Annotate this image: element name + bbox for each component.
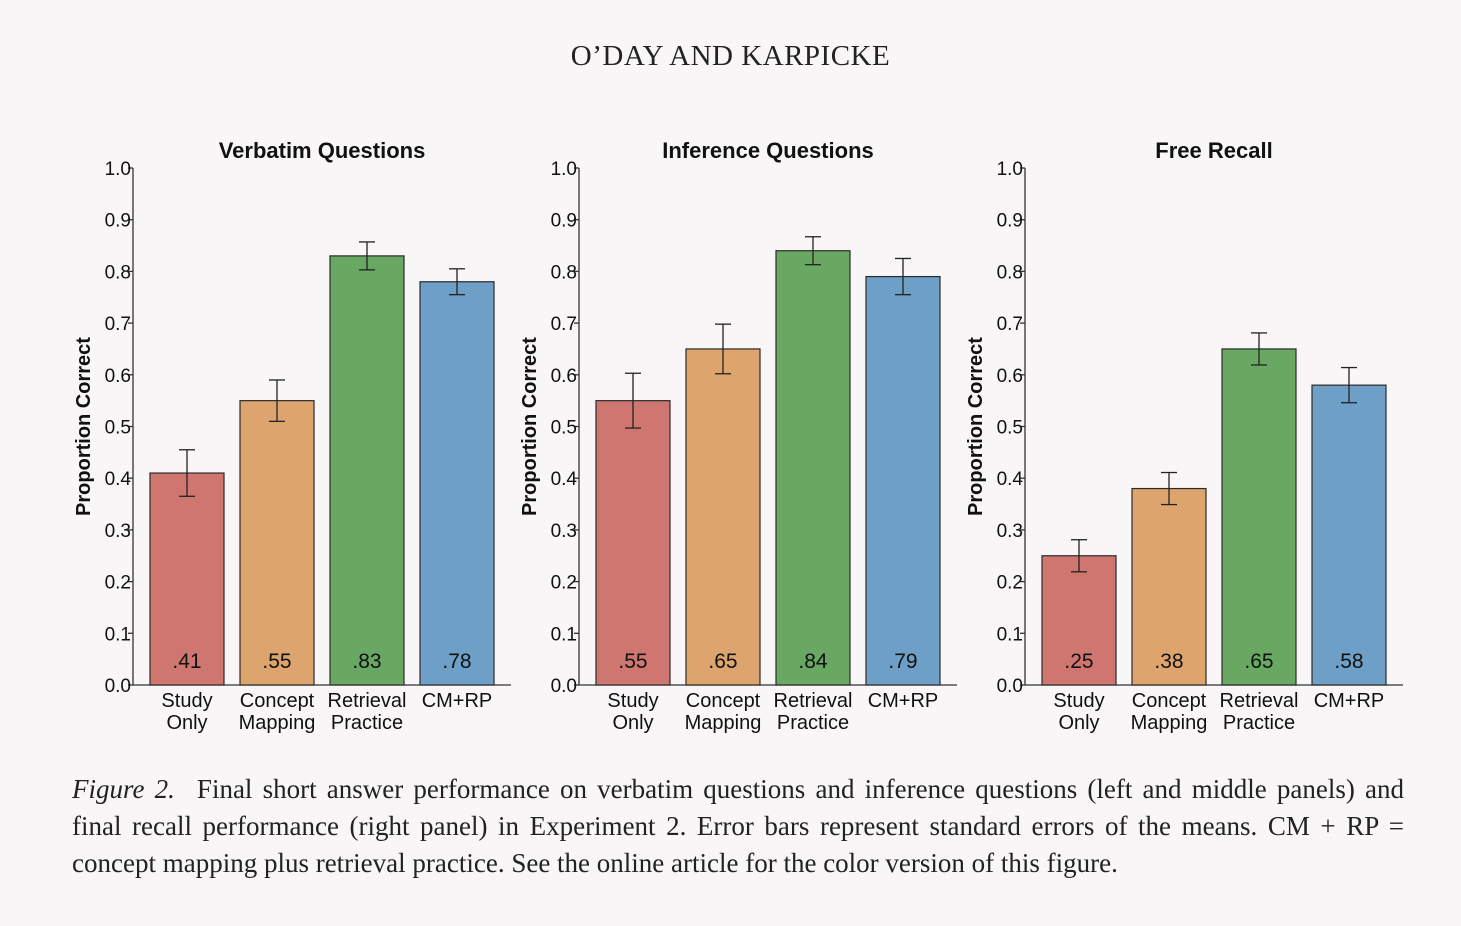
- y-tick-label: 1.0: [551, 159, 577, 180]
- y-tick-label: 0.0: [551, 676, 577, 697]
- running-header: O’DAY AND KARPICKE: [570, 40, 891, 72]
- y-axis-label: Proportion Correct: [965, 337, 987, 516]
- y-tick-label: 0.6: [105, 366, 131, 387]
- bar-value-label: .38: [1154, 650, 1183, 673]
- bar-value-label: .65: [1244, 650, 1273, 673]
- y-tick-label: 0.7: [551, 314, 577, 335]
- x-tick-label: Study: [1053, 690, 1104, 712]
- bar-value-label: .79: [888, 650, 917, 673]
- bar-value-label: .58: [1334, 650, 1363, 673]
- y-tick-label: 0.8: [551, 262, 577, 283]
- bar-value-label: .83: [352, 650, 381, 673]
- x-tick-label: Concept: [686, 690, 761, 712]
- bar: [1131, 487, 1207, 686]
- x-tick-label: Mapping: [1131, 712, 1208, 734]
- y-tick-label: 0.3: [551, 521, 577, 542]
- y-tick-label: 0.8: [105, 262, 131, 283]
- y-tick-label: 0.2: [997, 573, 1023, 594]
- y-tick-label: 1.0: [997, 159, 1023, 180]
- y-tick-label: 0.9: [105, 211, 131, 232]
- x-tick-label: CM+RP: [868, 690, 939, 712]
- x-tick-label: Practice: [777, 712, 849, 734]
- x-tick-label: Retrieval: [1220, 690, 1299, 712]
- chart-panel-2: Inference Questions Proportion Correct 0.0…: [519, 138, 957, 734]
- bar: [149, 472, 225, 686]
- y-axis-label: Proportion Correct: [519, 337, 541, 516]
- y-tick-label: 0.0: [997, 676, 1023, 697]
- y-tick-label: 0.8: [997, 262, 1023, 283]
- x-tick-label: Retrieval: [774, 690, 853, 712]
- x-tick-label: Practice: [1223, 712, 1295, 734]
- y-tick-label: 0.0: [105, 676, 131, 697]
- y-tick-label: 0.3: [105, 521, 131, 542]
- x-tick-label: Mapping: [239, 712, 316, 734]
- bar-value-label: .65: [708, 650, 737, 673]
- chart-panel-1: Verbatim Questions Proportion Correct 0.0 0…: [73, 138, 511, 734]
- y-tick-label: 0.6: [551, 366, 577, 387]
- y-tick-label: 0.9: [997, 211, 1023, 232]
- chart-title: Free Recall: [1155, 138, 1272, 163]
- x-tick-label: Concept: [1132, 690, 1207, 712]
- bar: [775, 250, 851, 686]
- x-tick-label: Practice: [331, 712, 403, 734]
- y-tick-label: 1.0: [105, 159, 131, 180]
- x-tick-label: CM+RP: [422, 690, 493, 712]
- y-tick-label: 0.5: [105, 418, 131, 439]
- bar-value-label: .84: [798, 650, 828, 673]
- bar-value-label: .25: [1064, 650, 1093, 673]
- y-tick-label: 0.4: [997, 469, 1024, 490]
- y-axis-label: Proportion Correct: [73, 337, 95, 516]
- x-tick-label: Only: [166, 712, 207, 734]
- bar: [329, 255, 405, 686]
- figure-label: Figure 2.: [72, 774, 175, 804]
- chart-title: Verbatim Questions: [219, 138, 426, 163]
- x-tick-label: Mapping: [685, 712, 762, 734]
- x-tick-label: Only: [612, 712, 653, 734]
- bar: [595, 400, 671, 686]
- bar-value-label: .55: [618, 650, 647, 673]
- y-tick-label: 0.3: [997, 521, 1023, 542]
- x-tick-label: Study: [161, 690, 212, 712]
- y-tick-label: 0.2: [105, 573, 131, 594]
- y-tick-label: 0.1: [551, 624, 577, 645]
- bar: [1311, 384, 1387, 686]
- x-tick-label: Study: [607, 690, 658, 712]
- bar: [239, 400, 315, 686]
- bar: [419, 281, 495, 686]
- y-tick-label: 0.4: [105, 469, 132, 490]
- x-tick-label: Only: [1058, 712, 1099, 734]
- bar-value-label: .78: [442, 650, 471, 673]
- x-tick-label: Concept: [240, 690, 315, 712]
- figure-charts: Verbatim Questions Proportion Correct 0.0 0…: [73, 138, 1403, 734]
- y-tick-label: 0.7: [997, 314, 1023, 335]
- bar: [1221, 348, 1297, 686]
- bar-value-label: .55: [262, 650, 291, 673]
- y-tick-label: 0.1: [105, 624, 131, 645]
- chart-panel-3: Free Recall Proportion Correct 0.0 0.1 0.2 0.…: [965, 138, 1403, 734]
- bar: [1041, 555, 1117, 686]
- bar: [685, 348, 761, 686]
- bar-value-label: .41: [172, 650, 201, 673]
- y-tick-label: 0.5: [551, 418, 577, 439]
- y-tick-label: 0.2: [551, 573, 577, 594]
- y-tick-label: 0.6: [997, 366, 1023, 387]
- figure-caption: Figure 2. Final short answer performance …: [72, 771, 1404, 882]
- y-tick-label: 0.4: [551, 469, 578, 490]
- x-tick-label: Retrieval: [328, 690, 407, 712]
- caption-text: Final short answer performance on verbat…: [72, 774, 1404, 878]
- bar: [865, 275, 941, 686]
- y-tick-label: 0.5: [997, 418, 1023, 439]
- y-tick-label: 0.9: [551, 211, 577, 232]
- y-tick-label: 0.1: [997, 624, 1023, 645]
- x-tick-label: CM+RP: [1314, 690, 1385, 712]
- chart-title: Inference Questions: [662, 138, 874, 163]
- y-tick-label: 0.7: [105, 314, 131, 335]
